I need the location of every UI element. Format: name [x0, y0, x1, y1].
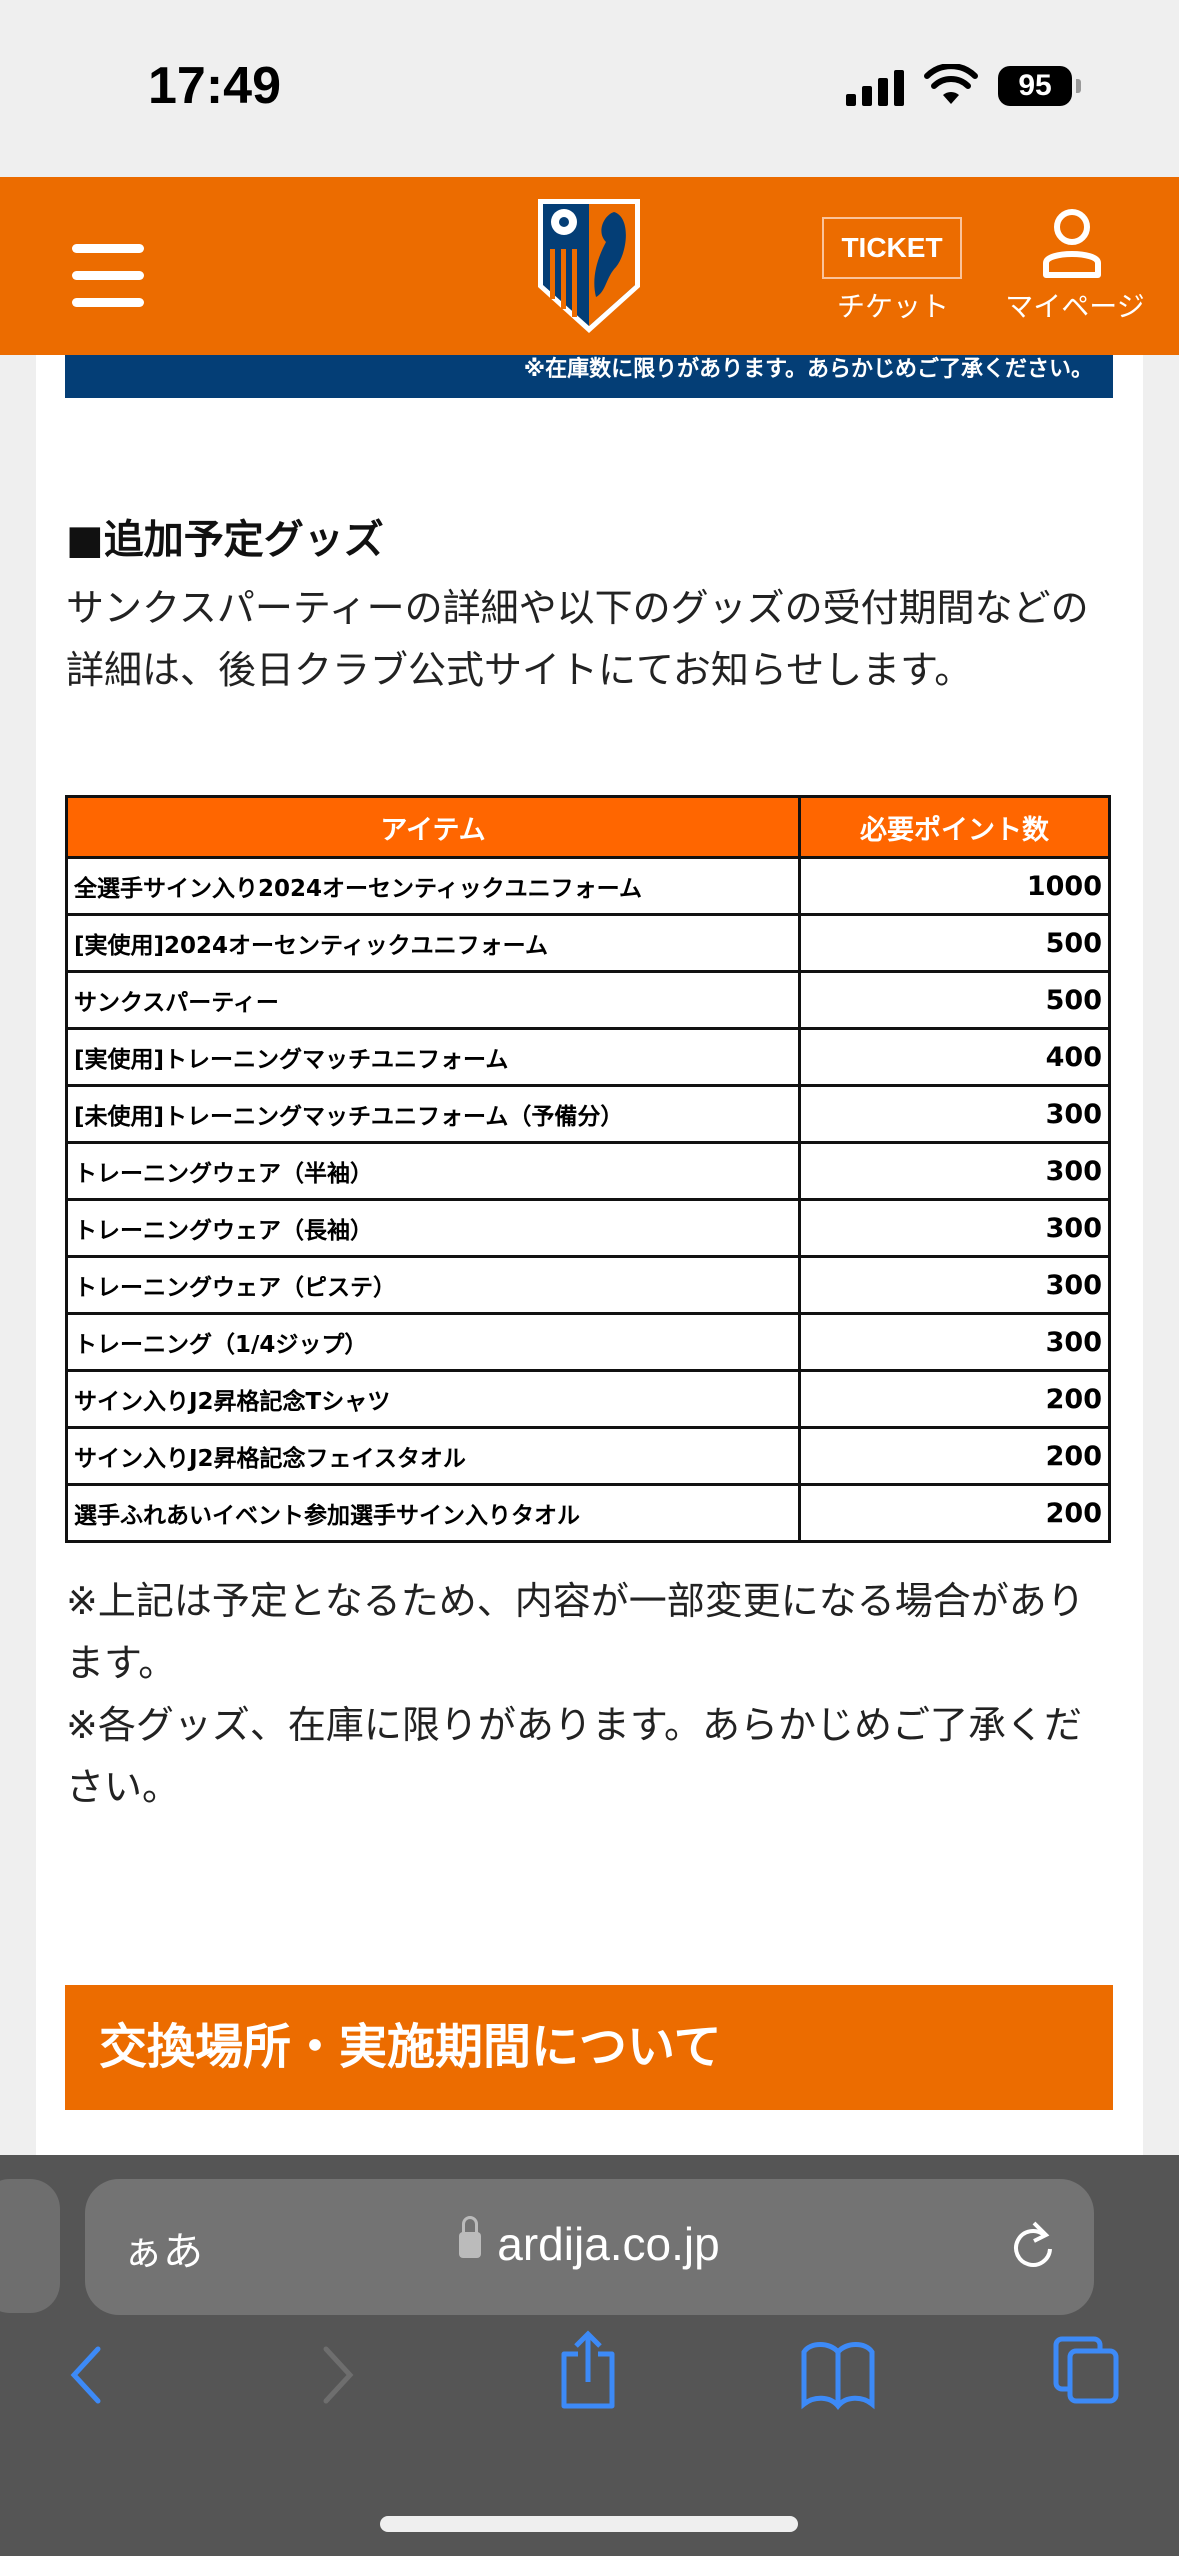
clock: 17:49: [148, 57, 281, 115]
article-content: ※在庫数に限りがあります。あらかじめご了承ください。 ■追加予定グッズ サンクス…: [36, 355, 1143, 2155]
points-value: 200: [798, 1483, 1111, 1543]
table-row: [実使用]トレーニングマッチユニフォーム 400: [65, 1027, 1111, 1087]
points-value: 1000: [798, 856, 1111, 916]
back-icon[interactable]: [66, 2345, 106, 2405]
points-value: 200: [798, 1426, 1111, 1486]
points-value: 400: [798, 1027, 1111, 1087]
tabs-icon[interactable]: [1052, 2335, 1122, 2405]
section-paragraph: サンクスパーティーの詳細や以下のグッズの受付期間などの詳細は、後日クラブ公式サイ…: [66, 586, 1089, 692]
table-row: 選手ふれあいイベント参加選手サイン入りタオル 200: [65, 1483, 1111, 1543]
text-size-button[interactable]: ぁあ: [123, 2229, 203, 2275]
safari-toolbar: ぁあ ardija.co.jp: [0, 2155, 1179, 2556]
address-bar[interactable]: ぁあ ardija.co.jp: [85, 2179, 1094, 2315]
wifi-icon: [924, 64, 978, 104]
points-value: 300: [798, 1198, 1111, 1258]
cellular-signal-icon: [846, 70, 904, 106]
points-value: 300: [798, 1312, 1111, 1372]
note: ※上記は予定となるため、内容が一部変更になる場合があります。: [66, 1579, 1085, 1685]
points-value: 300: [798, 1084, 1111, 1144]
url-text[interactable]: ardija.co.jp: [497, 2218, 720, 2270]
points-value: 500: [798, 913, 1111, 973]
points-value: 300: [798, 1255, 1111, 1315]
table-row: トレーニングウェア（ピステ） 300: [65, 1255, 1111, 1315]
battery-indicator: 95: [998, 66, 1081, 106]
item-name: サイン入りJ2昇格記念フェイスタオル: [65, 1426, 801, 1486]
reload-icon[interactable]: [1010, 2219, 1058, 2275]
column-header-points: 必要ポイント数: [798, 795, 1111, 859]
table-row: サンクスパーティー 500: [65, 970, 1111, 1030]
goods-points-table: アイテム 必要ポイント数 全選手サイン入り2024オーセンティックユニフォーム 1…: [65, 795, 1111, 1543]
table-row: トレーニング（1/4ジップ） 300: [65, 1312, 1111, 1372]
table-row: [未使用]トレーニングマッチユニフォーム（予備分） 300: [65, 1084, 1111, 1144]
item-name: [実使用]トレーニングマッチユニフォーム: [65, 1027, 801, 1087]
column-header-item: アイテム: [65, 795, 801, 859]
item-name: トレーニングウェア（長袖）: [65, 1198, 801, 1258]
item-name: [実使用]2024オーセンティックユニフォーム: [65, 913, 801, 973]
points-value: 300: [798, 1141, 1111, 1201]
bookmarks-icon[interactable]: [800, 2340, 876, 2410]
forward-icon[interactable]: [318, 2345, 358, 2405]
item-name: トレーニングウェア（半袖）: [65, 1141, 801, 1201]
exchange-section-heading: 交換場所・実施期間について: [65, 1985, 1113, 2110]
item-name: サンクスパーティー: [65, 970, 801, 1030]
site-header: TICKET チケット マイページ: [0, 177, 1179, 355]
lock-icon: [459, 2216, 482, 2258]
status-bar: 17:49 95: [0, 0, 1179, 177]
note: ※各グッズ、在庫に限りがあります。あらかじめご了承ください。: [66, 1703, 1083, 1809]
home-indicator[interactable]: [380, 2516, 798, 2532]
table-row: [実使用]2024オーセンティックユニフォーム 500: [65, 913, 1111, 973]
item-name: 選手ふれあいイベント参加選手サイン入りタオル: [65, 1483, 801, 1543]
share-icon[interactable]: [556, 2330, 620, 2410]
menu-icon[interactable]: [72, 244, 144, 325]
points-value: 500: [798, 970, 1111, 1030]
points-value: 200: [798, 1369, 1111, 1429]
section-heading: ■追加予定グッズ: [66, 517, 384, 563]
omiya-ardija-logo[interactable]: [536, 197, 642, 335]
user-icon[interactable]: [1040, 207, 1104, 279]
mypage-label[interactable]: マイページ: [1005, 290, 1145, 323]
table-row: トレーニングウェア（半袖） 300: [65, 1141, 1111, 1201]
item-name: 全選手サイン入り2024オーセンティックユニフォーム: [65, 856, 801, 916]
item-name: [未使用]トレーニングマッチユニフォーム（予備分）: [65, 1084, 801, 1144]
notes: ※上記は予定となるため、内容が一部変更になる場合があります。 ※各グッズ、在庫に…: [66, 1570, 1116, 1818]
table-row: サイン入りJ2昇格記念Tシャツ 200: [65, 1369, 1111, 1429]
table-row: 全選手サイン入り2024オーセンティックユニフォーム 1000: [65, 856, 1111, 916]
table-row: サイン入りJ2昇格記念フェイスタオル 200: [65, 1426, 1111, 1486]
stock-notice-banner: ※在庫数に限りがあります。あらかじめご了承ください。: [65, 355, 1113, 398]
item-name: トレーニングウェア（ピステ）: [65, 1255, 801, 1315]
table-row: トレーニングウェア（長袖） 300: [65, 1198, 1111, 1258]
ticket-label[interactable]: チケット: [836, 290, 949, 323]
item-name: トレーニング（1/4ジップ）: [65, 1312, 801, 1372]
ticket-button[interactable]: TICKET: [822, 217, 962, 279]
previous-tab-preview[interactable]: [0, 2179, 60, 2313]
item-name: サイン入りJ2昇格記念Tシャツ: [65, 1369, 801, 1429]
